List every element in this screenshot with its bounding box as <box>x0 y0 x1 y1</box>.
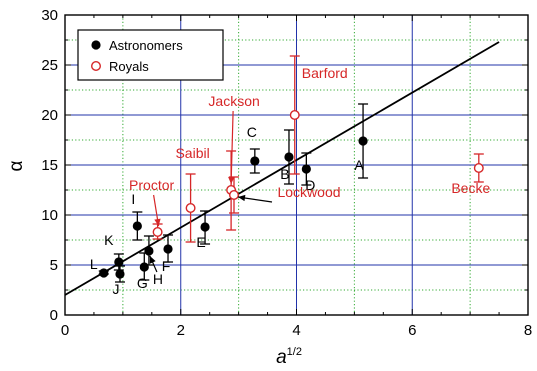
arrow-jackson-head <box>228 176 235 184</box>
fit-line <box>64 41 500 296</box>
y-tick-label: 0 <box>50 307 58 324</box>
x-axis-label-superscript: 1/2 <box>287 346 302 358</box>
astronomer-point <box>139 262 149 272</box>
legend: Astronomers Royals <box>77 29 224 81</box>
astronomer-point <box>144 246 154 256</box>
arrow-h-head <box>149 256 156 264</box>
astronomer-point <box>301 164 311 174</box>
arrow-jackson <box>230 110 234 185</box>
royal-point <box>473 162 484 173</box>
x-tick-label: 8 <box>524 322 532 339</box>
point-label: J <box>112 281 119 297</box>
y-tick-label: 15 <box>41 157 58 174</box>
astronomer-point <box>163 244 173 254</box>
astronomer-point <box>250 156 260 166</box>
arrow-lockwood-head <box>237 194 246 202</box>
point-label: B <box>280 166 289 182</box>
legend-box <box>77 29 224 81</box>
x-tick-label: 4 <box>292 322 300 339</box>
point-label: Lockwood <box>277 184 340 200</box>
tick-labels: 0 2 4 6 8 0 5 10 15 20 25 30 <box>41 7 532 339</box>
y-tick-label: 20 <box>41 107 58 124</box>
astronomer-point <box>200 222 210 232</box>
point-label: Proctor <box>129 177 174 193</box>
point-label: C <box>247 124 257 140</box>
x-tick-label: 2 <box>177 322 185 339</box>
royal-point <box>228 189 239 200</box>
point-label: E <box>196 234 205 250</box>
point-label: D <box>305 177 315 193</box>
legend-label-astronomers: Astronomers <box>109 38 183 53</box>
astronomer-point <box>115 269 125 279</box>
astronomer-point <box>114 257 124 267</box>
astronomer-point <box>284 152 294 162</box>
x-axis-label-main: a <box>276 347 287 368</box>
astronomer-point <box>132 221 142 231</box>
point-label: G <box>137 275 148 291</box>
label-arrows <box>149 110 273 273</box>
y-tick-label: 10 <box>41 207 58 224</box>
royal-point <box>152 226 163 237</box>
point-label: I <box>131 191 135 207</box>
y-axis-label: α <box>6 160 27 171</box>
y-tick-label: 25 <box>41 57 58 74</box>
arrow-proctor-head <box>154 218 161 226</box>
y-tick-label: 5 <box>50 257 58 274</box>
point-label: H <box>153 271 163 287</box>
point-label: A <box>354 157 364 173</box>
astronomer-point <box>358 136 368 146</box>
x-axis-label: a1/2 <box>276 346 302 368</box>
x-tick-label: 0 <box>61 322 69 339</box>
y-tick-label: 30 <box>41 7 58 24</box>
point-label: Becke <box>451 180 490 196</box>
astronomer-point <box>99 268 109 278</box>
legend-marker-astronomers <box>91 40 101 50</box>
point-label: Barford <box>302 65 348 81</box>
royal-point <box>185 202 196 213</box>
point-label: Jackson <box>208 93 259 109</box>
legend-label-royals: Royals <box>109 59 149 74</box>
legend-marker-royals <box>90 61 101 72</box>
x-tick-label: 6 <box>408 322 416 339</box>
data-points <box>99 109 484 279</box>
royal-point <box>289 109 300 120</box>
point-label: Saibil <box>175 145 209 161</box>
point-label: K <box>104 232 114 248</box>
point-label: F <box>162 258 171 274</box>
axis-ticks <box>64 14 529 316</box>
point-label: L <box>90 256 98 272</box>
